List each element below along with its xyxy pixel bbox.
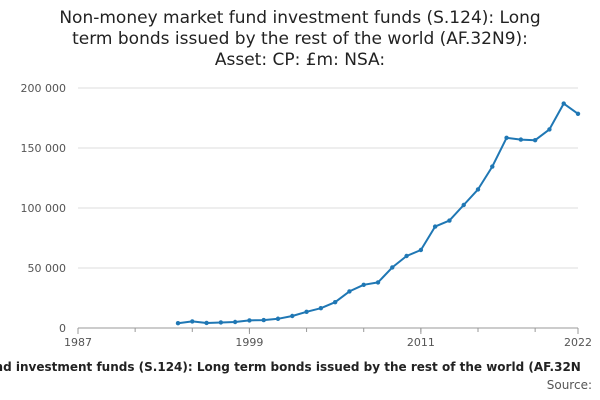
- chart-title-line-1: Non-money market fund investment funds (…: [59, 8, 541, 28]
- data-point: [304, 309, 309, 314]
- y-tick-label: 50 000: [28, 262, 67, 275]
- data-point: [218, 320, 224, 325]
- data-point: [175, 321, 181, 326]
- data-point: [461, 202, 466, 208]
- data-point: [361, 282, 366, 287]
- x-tick-label: 2011: [407, 336, 435, 349]
- data-point: [247, 318, 252, 323]
- data-point: [290, 313, 295, 319]
- series-line: [177, 102, 579, 325]
- data-point: [532, 138, 538, 143]
- y-tick-label: 200 000: [21, 82, 67, 95]
- x-tick-label: 1999: [235, 336, 263, 349]
- chart-title-line-3: Asset: CP: £m: NSA:: [214, 50, 386, 70]
- data-point: [332, 300, 338, 305]
- chart-title: Non-money market fund investment funds (…: [20, 8, 580, 71]
- data-point: [347, 289, 352, 294]
- data-point: [404, 253, 409, 259]
- gridlines: [78, 87, 578, 269]
- x-tick-label: 2022: [564, 336, 592, 349]
- data-point: [390, 265, 395, 270]
- data-point: [190, 319, 195, 324]
- data-point: [547, 127, 552, 132]
- chart-title-line-2: term bonds issued by the rest of the wor…: [72, 29, 528, 49]
- source-label: Source:: [546, 378, 592, 392]
- data-point: [475, 187, 481, 192]
- data-point: [275, 316, 281, 321]
- y-tick-label: 0: [59, 322, 66, 335]
- data-point: [204, 320, 209, 326]
- y-tick-label: 100 000: [21, 202, 67, 215]
- series-label: und investment funds (S.124): Long term …: [0, 360, 600, 374]
- axes: [77, 327, 579, 334]
- data-point: [490, 164, 495, 169]
- data-point: [375, 280, 381, 285]
- series-label-text: und investment funds (S.124): Long term …: [0, 360, 581, 374]
- data-point: [575, 111, 581, 117]
- data-point: [447, 218, 452, 223]
- data-point: [518, 137, 524, 142]
- data-point: [561, 101, 566, 106]
- y-tick-label: 150 000: [21, 142, 67, 155]
- tick-labels: 0 50 000 100 000 150 000 200 000 1987 1999 2011…: [21, 82, 593, 349]
- data-series: [175, 101, 581, 326]
- x-tick-label: 1987: [64, 336, 92, 349]
- data-point: [232, 319, 238, 325]
- data-point: [432, 224, 438, 229]
- data-point: [504, 135, 509, 140]
- data-point: [418, 247, 424, 253]
- data-point: [261, 317, 266, 323]
- data-point: [318, 306, 324, 311]
